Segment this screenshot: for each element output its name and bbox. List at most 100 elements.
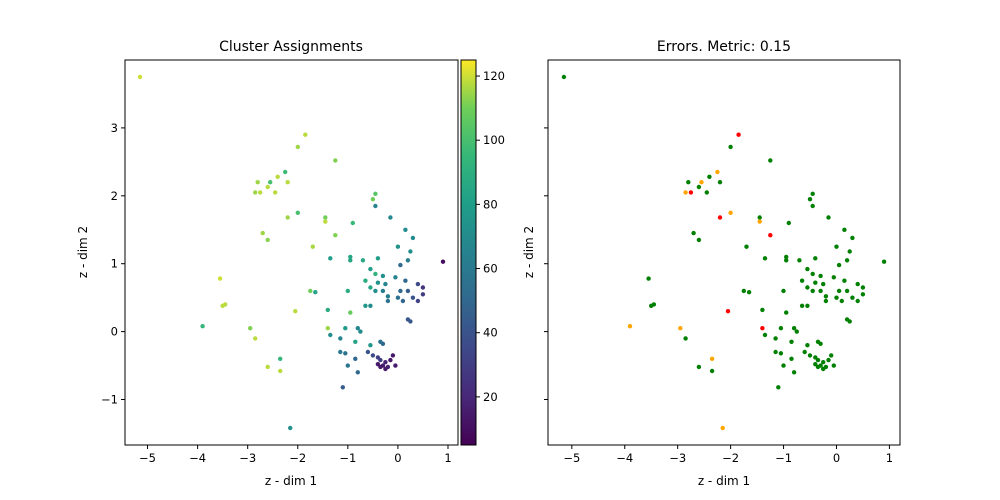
left-yticks: −1 0 1 2 3 bbox=[101, 121, 125, 407]
left-point-43 bbox=[363, 278, 368, 283]
right-point-46 bbox=[842, 278, 847, 283]
right-point-31 bbox=[784, 254, 789, 260]
left-point-77 bbox=[355, 326, 360, 331]
colorbar-tick-label-4: 100 bbox=[483, 133, 505, 147]
left-point-68 bbox=[293, 309, 298, 314]
left-point-103 bbox=[383, 366, 388, 372]
left-point-24 bbox=[265, 237, 270, 243]
right-point-72 bbox=[847, 319, 852, 324]
right-point-94 bbox=[815, 357, 821, 363]
left-point-54 bbox=[380, 288, 386, 294]
left-point-16 bbox=[285, 215, 290, 220]
right-point-60 bbox=[834, 295, 839, 300]
left-point-94 bbox=[378, 357, 383, 363]
left-point-42 bbox=[217, 276, 223, 281]
left-point-7 bbox=[285, 180, 290, 185]
right-point-91 bbox=[829, 353, 834, 358]
left-point-106 bbox=[278, 368, 283, 374]
right-point-2 bbox=[728, 144, 733, 150]
right-point-41 bbox=[831, 275, 836, 280]
left-point-57 bbox=[420, 292, 426, 297]
right-point-33 bbox=[797, 258, 802, 263]
colorbar-gradient bbox=[460, 59, 477, 446]
right-point-80 bbox=[683, 336, 688, 341]
left-point-11 bbox=[253, 190, 258, 195]
right-point-67 bbox=[805, 303, 810, 308]
left-point-17 bbox=[323, 215, 328, 220]
left-point-45 bbox=[383, 281, 388, 287]
left-point-108 bbox=[288, 425, 293, 431]
left-point-26 bbox=[410, 235, 416, 241]
left-point-6 bbox=[268, 180, 273, 185]
right-point-43 bbox=[799, 278, 805, 283]
x-tick-label-1: −4 bbox=[616, 451, 633, 465]
right-yticks bbox=[544, 127, 548, 401]
right-point-30 bbox=[762, 256, 768, 261]
colorbar-tick-label-2: 60 bbox=[483, 262, 498, 276]
right-points bbox=[561, 74, 887, 431]
right-point-12 bbox=[704, 190, 709, 195]
left-point-65 bbox=[220, 303, 225, 308]
y-tick-label-2: 1 bbox=[111, 257, 118, 271]
right-xlabel: z - dim 1 bbox=[698, 474, 750, 488]
left-point-93 bbox=[278, 356, 283, 361]
left-point-99 bbox=[393, 363, 398, 368]
left-point-35 bbox=[405, 258, 411, 263]
right-panel: Errors. Metric: 0.15 −5 −4 −3 −2 −1 0 1 z - di… bbox=[522, 39, 901, 488]
left-point-19 bbox=[350, 220, 355, 226]
left-point-60 bbox=[395, 295, 401, 300]
left-point-58 bbox=[385, 294, 391, 299]
left-point-2 bbox=[295, 144, 300, 150]
right-point-50 bbox=[741, 288, 746, 294]
left-point-21 bbox=[388, 215, 393, 220]
right-point-9 bbox=[696, 184, 702, 190]
right-title: Errors. Metric: 0.15 bbox=[657, 39, 791, 55]
x-tick-label-1: −4 bbox=[189, 451, 206, 465]
left-point-1 bbox=[303, 132, 308, 137]
right-point-57 bbox=[860, 292, 866, 297]
left-point-49 bbox=[368, 285, 373, 290]
left-xlabel: z - dim 1 bbox=[265, 474, 317, 488]
left-point-12 bbox=[273, 190, 278, 195]
left-point-44 bbox=[375, 280, 381, 285]
right-point-65 bbox=[649, 303, 654, 308]
left-point-23 bbox=[260, 230, 265, 236]
left-point-84 bbox=[380, 341, 386, 346]
left-point-32 bbox=[348, 258, 353, 263]
colorbar-tick-label-5: 120 bbox=[483, 69, 505, 83]
left-point-76 bbox=[343, 326, 348, 331]
right-point-87 bbox=[802, 349, 807, 355]
left-point-81 bbox=[338, 336, 343, 341]
right-point-107 bbox=[776, 385, 781, 390]
right-point-66 bbox=[799, 303, 805, 308]
right-point-59 bbox=[850, 295, 855, 300]
right-point-10 bbox=[688, 190, 694, 195]
right-point-100 bbox=[815, 364, 821, 370]
right-point-86 bbox=[773, 349, 778, 355]
left-xticks: −5 −4 −3 −2 −1 0 1 bbox=[139, 445, 452, 465]
colorbar: 20 40 60 80 100 120 bbox=[460, 59, 505, 446]
left-point-20 bbox=[373, 203, 378, 209]
left-point-69 bbox=[325, 307, 330, 313]
left-point-55 bbox=[398, 288, 403, 294]
x-tick-label-5: 0 bbox=[833, 451, 840, 465]
y-tick-label-0: −1 bbox=[101, 393, 118, 407]
right-point-105 bbox=[696, 364, 702, 370]
right-point-88 bbox=[778, 351, 784, 356]
y-tick-label-3: 2 bbox=[111, 189, 118, 203]
left-point-105 bbox=[265, 364, 270, 370]
right-point-40 bbox=[818, 273, 823, 279]
left-point-31 bbox=[348, 254, 353, 260]
right-point-6 bbox=[699, 180, 704, 185]
right-point-0 bbox=[561, 74, 567, 80]
right-point-77 bbox=[791, 326, 797, 331]
x-tick-label-3: −2 bbox=[722, 451, 739, 465]
right-point-81 bbox=[773, 336, 778, 341]
right-point-89 bbox=[807, 353, 813, 358]
left-point-78 bbox=[358, 329, 363, 334]
right-point-7 bbox=[717, 180, 723, 185]
left-point-86 bbox=[338, 349, 343, 355]
left-point-47 bbox=[415, 281, 421, 287]
right-point-51 bbox=[746, 290, 752, 295]
right-point-27 bbox=[744, 244, 749, 249]
